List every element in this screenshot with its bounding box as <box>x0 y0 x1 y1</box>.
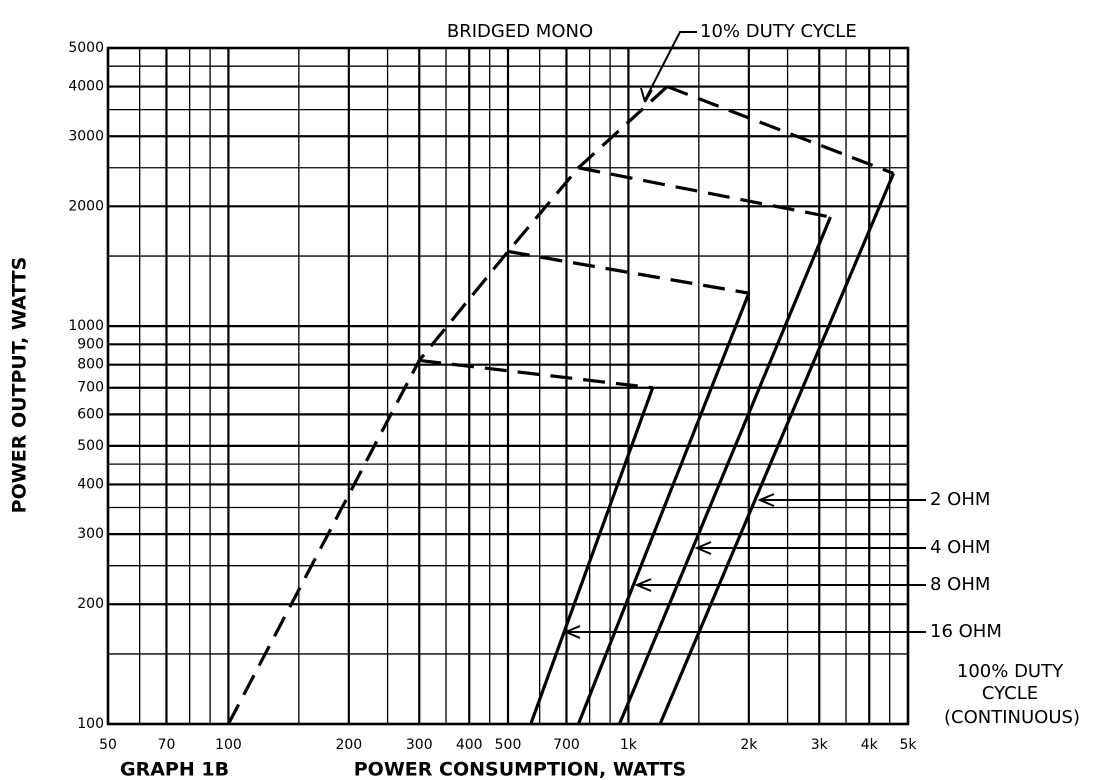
dashed-line <box>507 249 750 295</box>
x-tick-label: 70 <box>158 737 176 753</box>
legend-label: 4 OHM <box>930 537 990 558</box>
x-tick-label: 100 <box>215 737 242 753</box>
pointer-arrow <box>694 541 712 555</box>
annotation-leader <box>644 31 697 101</box>
pointer-arrow <box>757 493 775 507</box>
y-axis-label: POWER OUTPUT, WATTS <box>9 257 31 514</box>
dashed-line <box>666 85 895 175</box>
legend-label: 16 OHM <box>930 621 1002 642</box>
dashed-line <box>419 358 653 390</box>
y-tick-label: 100 <box>77 716 104 732</box>
y-tick-label: 700 <box>77 380 104 396</box>
x-axis-label: POWER CONSUMPTION, WATTS <box>354 759 687 780</box>
legend-label: 8 OHM <box>930 574 990 595</box>
y-tick-label: 800 <box>77 357 104 373</box>
plot-frame <box>106 46 910 726</box>
y-tick-label: 1000 <box>68 318 104 334</box>
annotation: 10% DUTY CYCLE <box>700 21 857 42</box>
y-tick-label: 200 <box>77 596 104 612</box>
y-tick-label: 900 <box>77 336 104 352</box>
continuous-note: CYCLE <box>982 683 1038 704</box>
x-tick-label: 3k <box>811 737 829 753</box>
x-tick-label: 500 <box>495 737 522 753</box>
x-tick-label: 200 <box>335 737 362 753</box>
x-tick-label: 4k <box>861 737 879 753</box>
x-tick-label: 2k <box>740 737 758 753</box>
x-tick-label: 300 <box>406 737 433 753</box>
y-tick-label: 2000 <box>68 198 104 214</box>
pointer-arrow <box>634 578 652 592</box>
y-tick-label: 600 <box>77 406 104 422</box>
pointer-arrow <box>563 625 581 639</box>
annotation-arrow <box>640 87 653 103</box>
x-tick-label: 700 <box>553 737 580 753</box>
solid-line <box>618 216 832 725</box>
legend-label: 2 OHM <box>930 489 990 510</box>
y-tick-label: 3000 <box>68 128 104 144</box>
y-tick-label: 300 <box>77 526 104 542</box>
continuous-note: (CONTINUOUS) <box>944 707 1080 728</box>
solid-line <box>529 387 655 725</box>
dashed-line <box>578 166 831 219</box>
x-tick-label: 1k <box>620 737 638 753</box>
continuous-note: 100% DUTY <box>957 661 1064 682</box>
dashed-line <box>226 85 669 725</box>
solid-line <box>576 292 751 725</box>
graph-label: GRAPH 1B <box>120 759 229 780</box>
y-tick-label: 400 <box>77 476 104 492</box>
y-tick-label: 500 <box>77 438 104 454</box>
x-tick-label: 5k <box>899 737 917 753</box>
x-tick-label: 400 <box>456 737 483 753</box>
x-tick-label: 50 <box>99 737 117 753</box>
y-tick-label: 4000 <box>68 79 104 95</box>
chart-title: BRIDGED MONO <box>447 21 593 42</box>
y-tick-label: 5000 <box>68 40 104 56</box>
